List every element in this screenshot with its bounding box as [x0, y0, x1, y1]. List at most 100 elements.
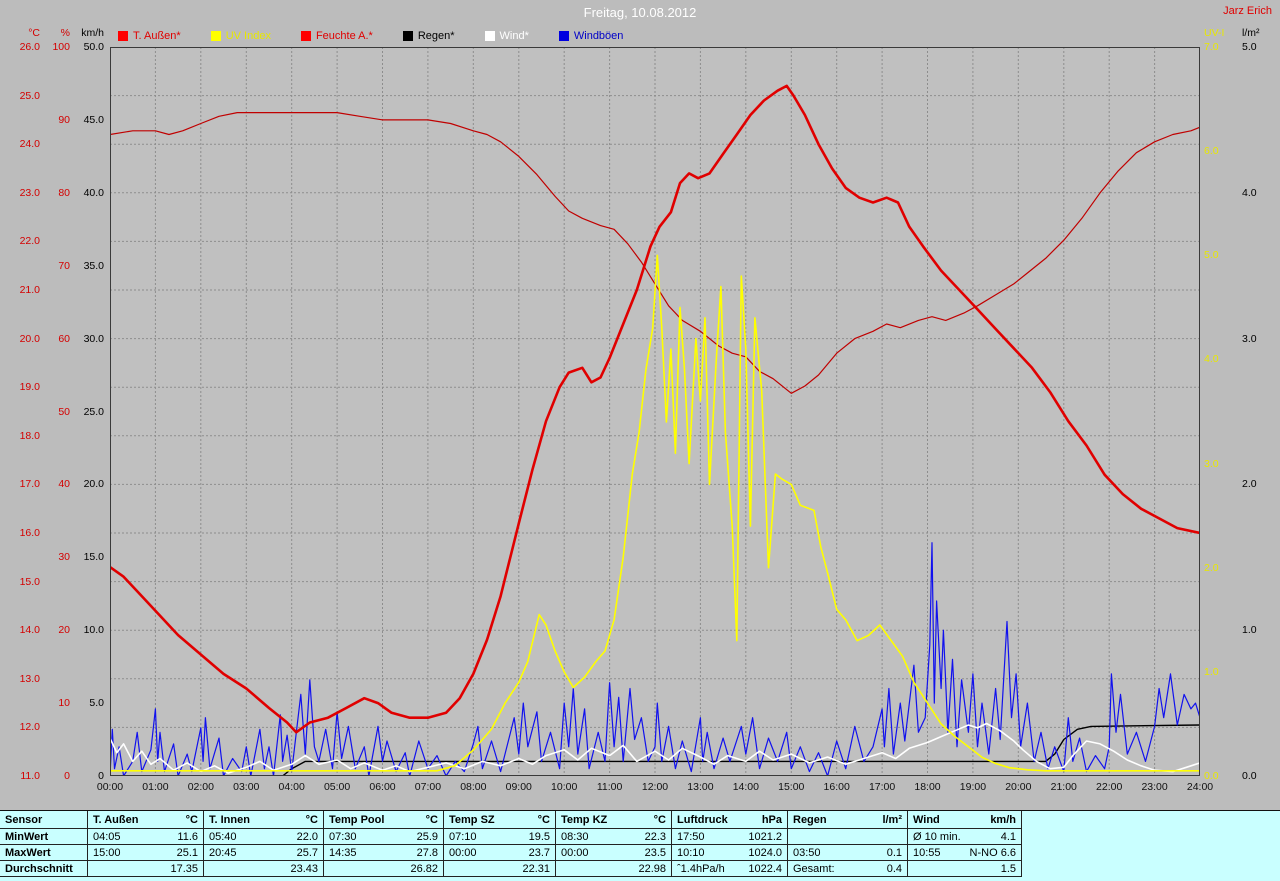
- axis-unit-lm2: l/m²: [1242, 27, 1260, 39]
- uvi-tick-label: 1.0: [1204, 665, 1219, 678]
- cell-temp-kz: 08:30 22.3: [556, 829, 672, 845]
- table-header-t-innen: T. Innen °C: [204, 811, 324, 829]
- celsius-tick-label: 25.0: [19, 89, 40, 102]
- celsius-tick-label: 20.0: [19, 332, 40, 345]
- kmh-tick-label: 0: [98, 770, 104, 782]
- percent-tick-label: 10: [58, 697, 70, 710]
- summary-table: Sensor T. Außen °C T. Innen °C Temp Pool °C Tem…: [0, 810, 1280, 881]
- x-tick-label: 09:00: [505, 781, 532, 793]
- table-header-temp-pool: Temp Pool °C: [324, 811, 444, 829]
- cell-t-aussen: 17.35: [88, 861, 204, 877]
- table-header-sensor: Sensor: [0, 811, 88, 829]
- legend-item-t-aussen: T. Außen*: [118, 30, 181, 42]
- uv-index-swatch-icon: [210, 31, 221, 41]
- celsius-tick-label: 11.0: [20, 770, 40, 782]
- table-filler: [1022, 861, 1280, 877]
- cell-temp-pool: 26.82: [324, 861, 444, 877]
- t-aussen-swatch-icon: [118, 31, 128, 41]
- x-tick-label: 19:00: [959, 781, 987, 793]
- table-header-temp-sz: Temp SZ °C: [444, 811, 556, 829]
- x-tick-label: 24:00: [1186, 781, 1214, 793]
- legend-item-uv-index: UV Index: [210, 30, 271, 42]
- x-tick-label: 10:00: [551, 781, 578, 793]
- legend-item-regen: Regen*: [402, 30, 455, 42]
- x-tick-label: 01:00: [142, 781, 169, 793]
- cell-luftdruck: ˆ1.4hPa/h 1022.4: [672, 861, 788, 877]
- percent-tick-label: 20: [58, 624, 70, 637]
- table-footer-strip: [0, 877, 1280, 881]
- x-tick-label: 20:00: [1005, 781, 1032, 793]
- celsius-tick-label: 15.0: [19, 575, 40, 588]
- cell-wind: Ø 10 min. 4.1: [908, 829, 1022, 845]
- x-tick-label: 18:00: [914, 781, 941, 793]
- percent-tick-label: 30: [58, 551, 70, 564]
- celsius-tick-label: 24.0: [19, 138, 40, 151]
- chart-plot-area: [109, 46, 1201, 777]
- watermark-text: Jarz Erich: [1223, 5, 1272, 17]
- celsius-tick-label: 13.0: [19, 672, 40, 685]
- feuchte-aussen-swatch-icon: [300, 31, 311, 41]
- lm2-tick-label: 0.0: [1242, 770, 1257, 782]
- chart-legend: T. Außen* UV Index Feuchte A.* Regen* Wind* W…: [118, 30, 623, 42]
- cell-luftdruck: 17:50 1021.2: [672, 829, 788, 845]
- x-tick-label: 06:00: [369, 781, 396, 793]
- cell-temp-pool: 14:35 27.8: [324, 845, 444, 861]
- uvi-tick-label: 2.0: [1204, 561, 1219, 574]
- axis-unit-celsius: °C: [28, 27, 40, 39]
- percent-tick-label: 40: [58, 478, 70, 491]
- table-filler: [1022, 829, 1280, 845]
- celsius-tick-label: 18.0: [19, 429, 40, 442]
- celsius-tick-label: 19.0: [19, 381, 40, 394]
- legend-item-wind: Wind*: [484, 30, 529, 42]
- lm2-tick-label: 5.0: [1242, 41, 1257, 53]
- legend-label: UV Index: [225, 30, 271, 42]
- regen-swatch-icon: [402, 31, 413, 41]
- percent-tick-label: 80: [58, 186, 70, 199]
- axis-unit-uvi: UV-I: [1204, 27, 1225, 39]
- lm2-tick-label: 1.0: [1242, 624, 1257, 637]
- cell-temp-pool: 07:30 25.9: [324, 829, 444, 845]
- table-filler: [1022, 845, 1280, 861]
- legend-label: T. Außen*: [133, 30, 181, 42]
- page-title: Freitag, 10.08.2012: [583, 5, 697, 20]
- x-tick-label: 15:00: [778, 781, 805, 793]
- x-tick-label: 23:00: [1141, 781, 1168, 793]
- lm2-tick-label: 4.0: [1242, 186, 1257, 199]
- legend-item-windboeen: Windböen: [558, 30, 623, 42]
- axis-unit-percent: %: [60, 27, 70, 39]
- table-header-temp-kz: Temp KZ °C: [556, 811, 672, 829]
- series-regen: [110, 724, 1201, 777]
- table-header-luftdruck: Luftdruck hPa: [672, 811, 788, 829]
- percent-tick-label: 60: [58, 332, 70, 345]
- percent-tick-label: 0: [64, 770, 70, 782]
- cell-luftdruck: 10:10 1024.0: [672, 845, 788, 861]
- uvi-tick-label: 6.0: [1204, 145, 1219, 158]
- celsius-tick-label: 22.0: [19, 235, 40, 248]
- x-tick-label: 00:00: [96, 781, 124, 793]
- kmh-tick-label: 35.0: [83, 259, 104, 272]
- uvi-tick-label: 3.0: [1204, 457, 1219, 470]
- series-wind: [109, 722, 1201, 774]
- cell-regen: Gesamt: 0.4: [788, 861, 908, 877]
- wind-swatch-icon: [484, 31, 495, 41]
- kmh-tick-label: 40.0: [83, 186, 104, 199]
- x-tick-label: 11:00: [596, 781, 623, 793]
- legend-item-feuchte-aussen: Feuchte A.*: [300, 30, 373, 42]
- cell-wind: 1.5: [908, 861, 1022, 877]
- celsius-tick-label: 23.0: [19, 186, 40, 199]
- percent-tick-label: 50: [58, 405, 70, 418]
- x-tick-label: 14:00: [732, 781, 759, 793]
- table-header-wind: Wind km/h: [908, 811, 1022, 829]
- x-tick-label: 05:00: [323, 781, 351, 793]
- weather-chart: [109, 46, 1201, 777]
- x-tick-label: 21:00: [1050, 781, 1077, 793]
- row-label-maxwert: MaxWert: [0, 845, 88, 861]
- celsius-tick-label: 16.0: [19, 527, 40, 539]
- celsius-tick-label: 21.0: [19, 284, 40, 296]
- cell-temp-sz: 22.31: [444, 861, 556, 877]
- cell-temp-kz: 22.98: [556, 861, 672, 877]
- x-tick-label: 07:00: [414, 781, 442, 793]
- percent-tick-label: 70: [58, 259, 70, 272]
- cell-temp-sz: 00:00 23.7: [444, 845, 556, 861]
